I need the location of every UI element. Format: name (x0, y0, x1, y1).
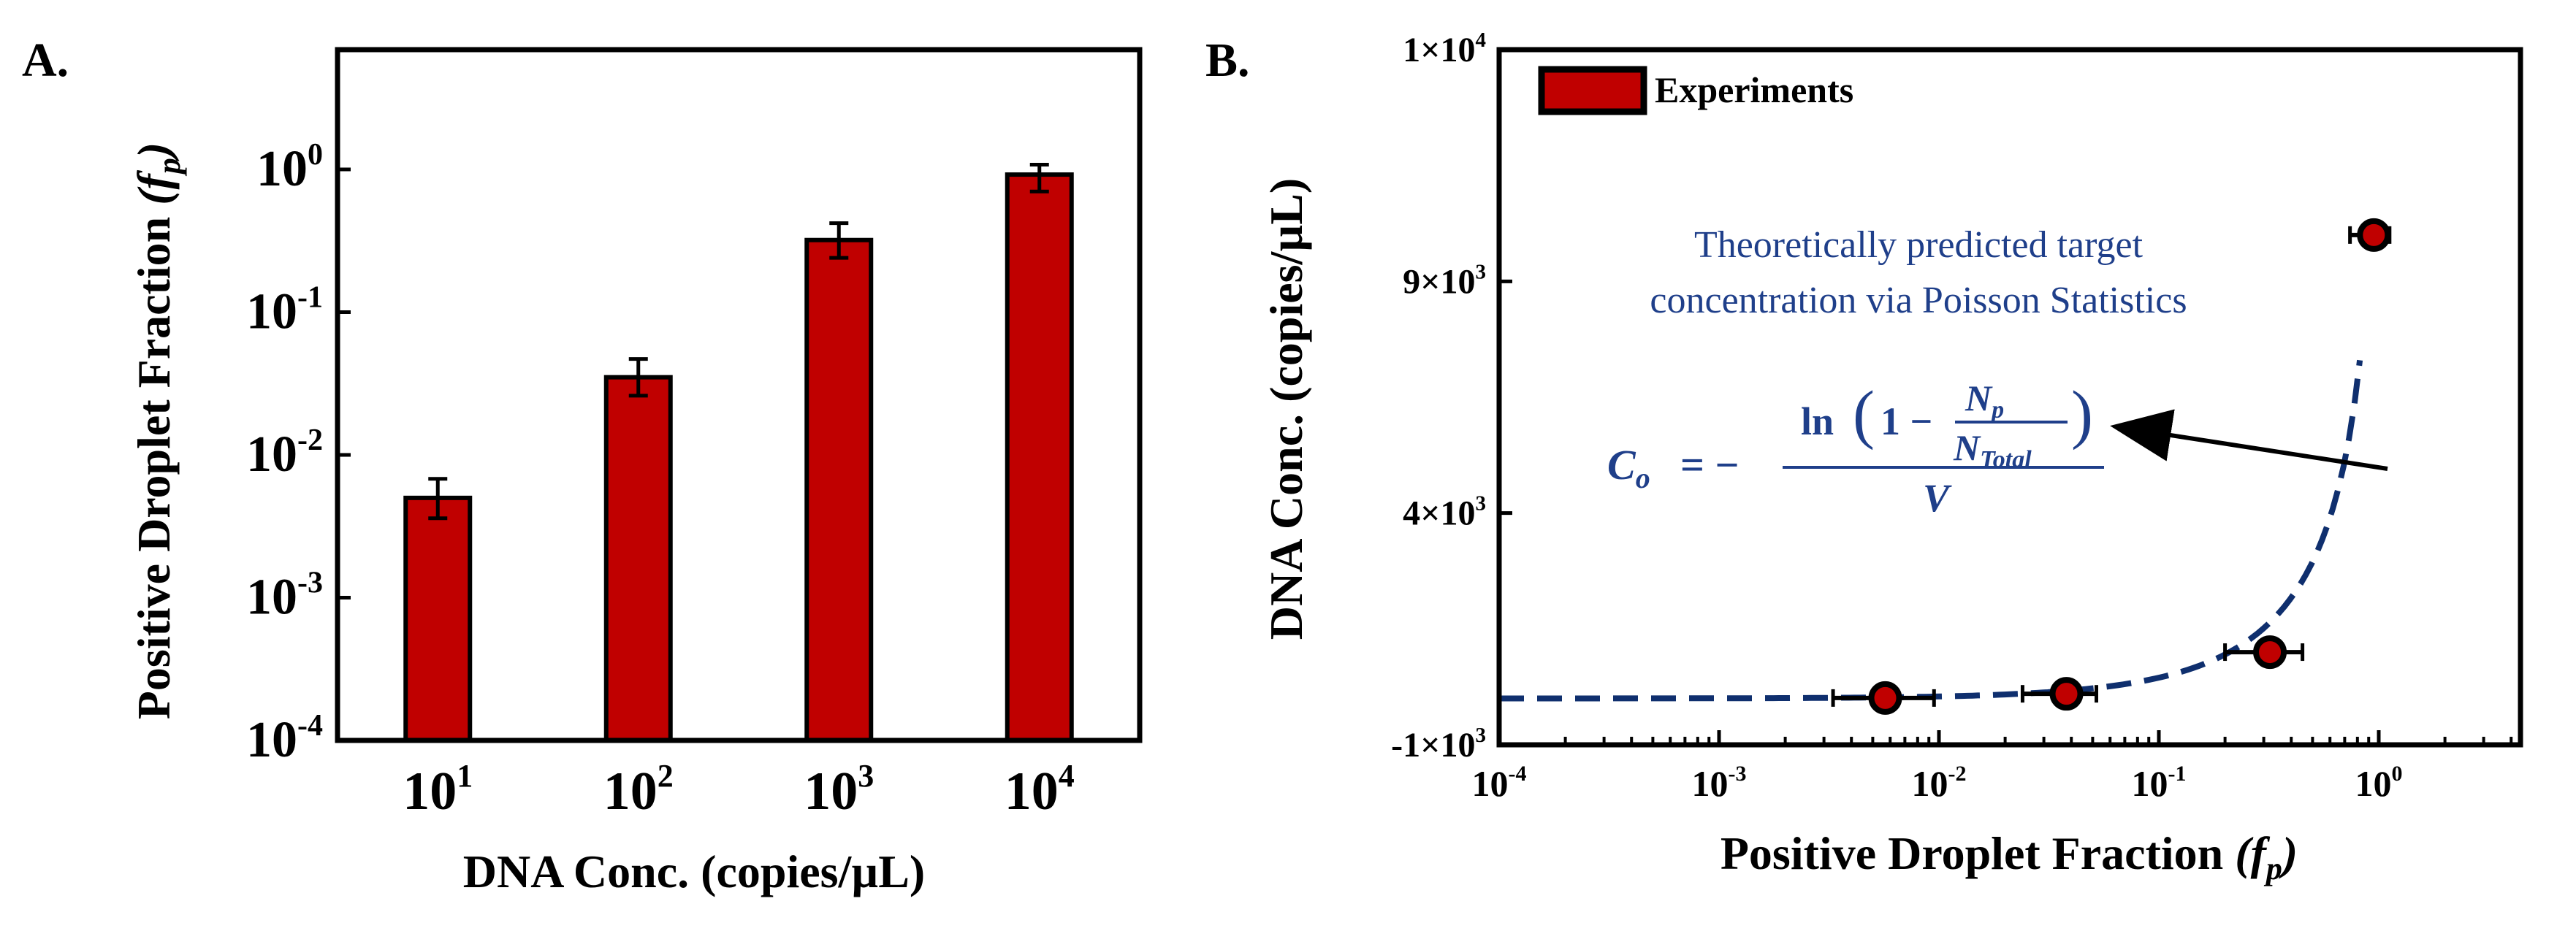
equation-ln: ln (1801, 399, 1834, 443)
panel-b-label: B. (1205, 34, 1250, 87)
panel-b-x-ticks: 10-4 10-3 10-2 10-1 100 (1472, 730, 2513, 804)
panel-b-y-tick-label: 4×103 (1403, 492, 1486, 533)
panel-a-bar (1005, 172, 1074, 743)
equation-lhs: Co (1607, 441, 1650, 494)
annotation-arrow (2110, 409, 2388, 471)
equation-equals: = − (1680, 441, 1739, 489)
panel-a-error-bar (628, 357, 648, 398)
panel-b-y-tick-label: 9×103 (1403, 260, 1486, 301)
legend-swatch (1538, 66, 1647, 115)
panel-a-plot-frame (335, 47, 1143, 743)
panel-a-label: A. (22, 34, 69, 87)
panel-b: B. DNA Conc. (copies/µL) -1×103 4×103 9×10… (1205, 28, 2523, 886)
panel-b-data-points (1868, 218, 2391, 715)
panel-a-bar (603, 375, 673, 743)
equation-paren-open: ( (1853, 378, 1875, 451)
panel-a-bar (403, 495, 473, 743)
panel-a-y-tick-label: 10-3 (246, 567, 323, 626)
panel-a-y-tick-label: 100 (256, 138, 323, 197)
panel-a-y-tick-label: 10-4 (246, 709, 323, 768)
equation-paren-close: ) (2071, 378, 2093, 451)
panel-a-y-tick-label: 10-1 (246, 281, 323, 340)
panel-a-y-ticks: 10-4 10-3 10-2 10-1 100 (246, 138, 351, 768)
panel-b-data-point (2049, 677, 2084, 711)
panel-b-data-point (1868, 681, 1902, 715)
panel-a-bar (804, 237, 874, 743)
panel-b-y-ticks: -1×103 4×103 9×103 1×104 (1391, 28, 1512, 765)
panel-b-x-tick-label: 10-3 (1692, 762, 1747, 804)
equation-numerator: Np (1965, 378, 2004, 424)
panel-a-error-bar (1029, 162, 1049, 194)
panel-a-error-bar (428, 477, 448, 521)
equation-volume: V (1923, 476, 1952, 520)
annotation-line-2: concentration via Poisson Statistics (1650, 280, 2187, 321)
panel-b-x-tick-label: 10-2 (1912, 762, 1967, 804)
panel-b-x-tick-label: 100 (2355, 762, 2403, 804)
panel-a: A. Positive Droplet Fraction (fp) 10-410… (22, 34, 1143, 897)
panel-b-data-point (2357, 218, 2391, 252)
panel-b-plot-frame (1496, 47, 2523, 748)
panel-b-ylabel: DNA Conc. (copies/µL) (1260, 178, 1312, 640)
panel-a-x-tick-labels: 101 102 103 104 (403, 758, 1075, 821)
panel-a-x-tick-label: 102 (603, 758, 674, 821)
panel-a-y-tick-label: 10-2 (246, 424, 323, 483)
panel-a-xlabel: DNA Conc. (copies/µL) (463, 846, 925, 897)
panel-a-bars (403, 172, 1074, 743)
panel-b-x-tick-label: 10-4 (1472, 762, 1527, 804)
panel-a-x-tick-label: 103 (804, 758, 874, 821)
panel-b-y-tick-label: -1×103 (1391, 724, 1486, 765)
equation-one-minus: 1 − (1880, 399, 1932, 443)
poisson-equation: Co = − ln ( 1 − Np NTotal ) V (1607, 378, 2104, 520)
legend: Experiments (1538, 66, 1853, 115)
panel-b-xlabel: Positive Droplet Fraction (fp) (1720, 827, 2298, 886)
legend-label: Experiments (1655, 69, 1853, 110)
panel-a-error-bars (428, 162, 1049, 521)
panel-a-error-bar (829, 221, 849, 260)
panel-b-data-point (2253, 635, 2287, 670)
panel-b-x-tick-label: 10-1 (2132, 762, 2187, 804)
panel-a-x-tick-label: 101 (403, 758, 473, 821)
panel-b-y-tick-label: 1×104 (1403, 28, 1486, 69)
panel-a-x-tick-label: 104 (1005, 758, 1075, 821)
annotation-line-1: Theoretically predicted target (1694, 224, 2144, 266)
panel-a-ylabel: Positive Droplet Fraction (fp) (128, 142, 187, 719)
